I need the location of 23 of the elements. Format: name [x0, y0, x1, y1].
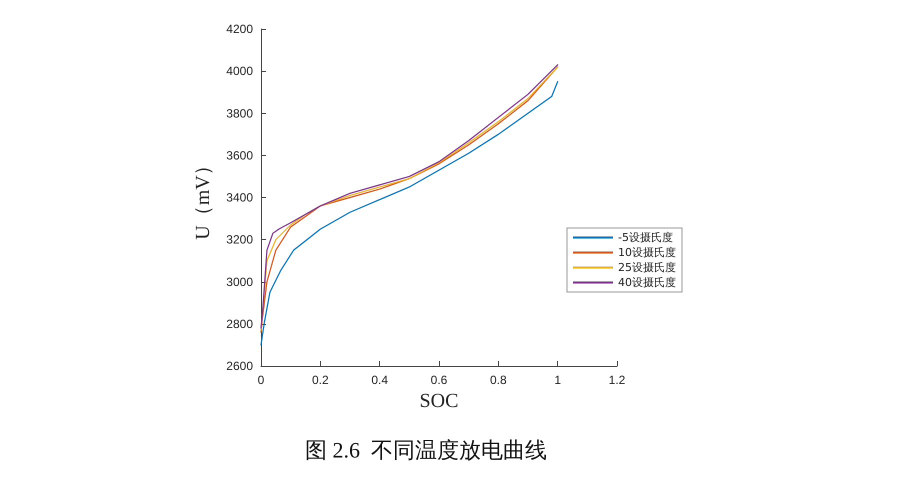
y-tick-label: 3800	[226, 106, 254, 120]
y-tick-label: 2800	[226, 316, 254, 331]
legend-label: -5设摄氏度	[618, 231, 673, 244]
y-tick-label: 3200	[226, 232, 254, 247]
legend-label: 40设摄氏度	[618, 276, 676, 289]
y-tick-label: 2600	[226, 359, 254, 373]
y-tick-label: 3400	[226, 190, 254, 204]
x-tick-label: 0.2	[312, 373, 329, 387]
y-tick-label: 3000	[226, 274, 254, 289]
x-tick-label: 0.4	[371, 373, 388, 387]
x-axis-title: SOC	[420, 390, 458, 412]
y-tick-label: 3600	[226, 148, 254, 162]
y-tick-label: 4200	[226, 22, 254, 36]
legend-label: 10设摄氏度	[618, 246, 676, 259]
y-tick-label: 4000	[226, 64, 254, 78]
text: 图 2.6 不同温度放电曲线	[305, 438, 547, 462]
x-tick-label: 0.8	[490, 373, 507, 387]
y-axis-title: U（mV）	[192, 155, 214, 240]
x-tick-label: 0.6	[430, 373, 448, 387]
x-tick-label: 1	[554, 373, 562, 387]
x-tick-label: 1.2	[608, 373, 626, 387]
x-tick-label: 0	[258, 373, 265, 387]
legend-label: 25设摄氏度	[618, 261, 676, 274]
